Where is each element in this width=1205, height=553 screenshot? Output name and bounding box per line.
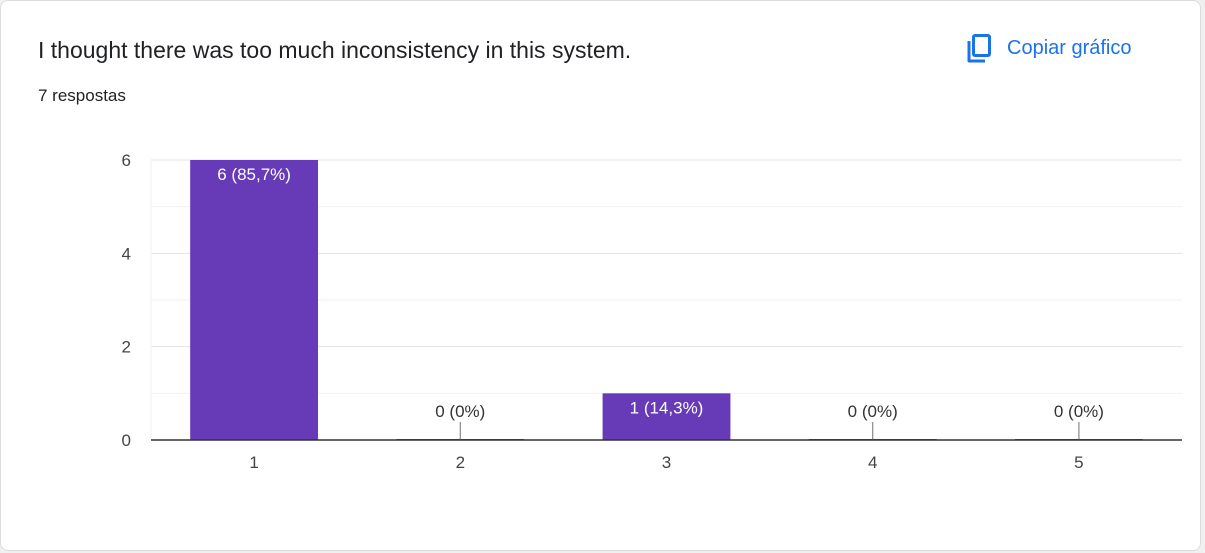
- x-tick-label: 4: [868, 453, 877, 472]
- x-tick-label: 1: [249, 453, 258, 472]
- data-label-2: 0 (0%): [435, 402, 485, 421]
- y-tick-label: 6: [122, 151, 131, 170]
- y-tick-label: 0: [122, 431, 131, 450]
- copy-chart-label: Copiar gráfico: [1007, 36, 1132, 59]
- x-tick-label: 2: [456, 453, 465, 472]
- x-tick-label: 3: [662, 453, 671, 472]
- data-label-4: 0 (0%): [848, 402, 898, 421]
- y-tick-label: 4: [122, 244, 131, 263]
- y-tick-label: 2: [122, 338, 131, 357]
- copy-icon: [961, 31, 995, 65]
- data-label-1: 6 (85,7%): [217, 165, 291, 184]
- data-label-5: 0 (0%): [1054, 402, 1104, 421]
- data-label-3: 1 (14,3%): [630, 398, 704, 417]
- copy-chart-button[interactable]: Copiar gráfico: [953, 27, 1140, 69]
- bar-1: [190, 160, 319, 440]
- x-tick-label: 5: [1074, 453, 1083, 472]
- response-count: 7 respostas: [38, 86, 126, 105]
- question-title: I thought there was too much inconsisten…: [38, 37, 632, 63]
- bar-3: [602, 393, 731, 440]
